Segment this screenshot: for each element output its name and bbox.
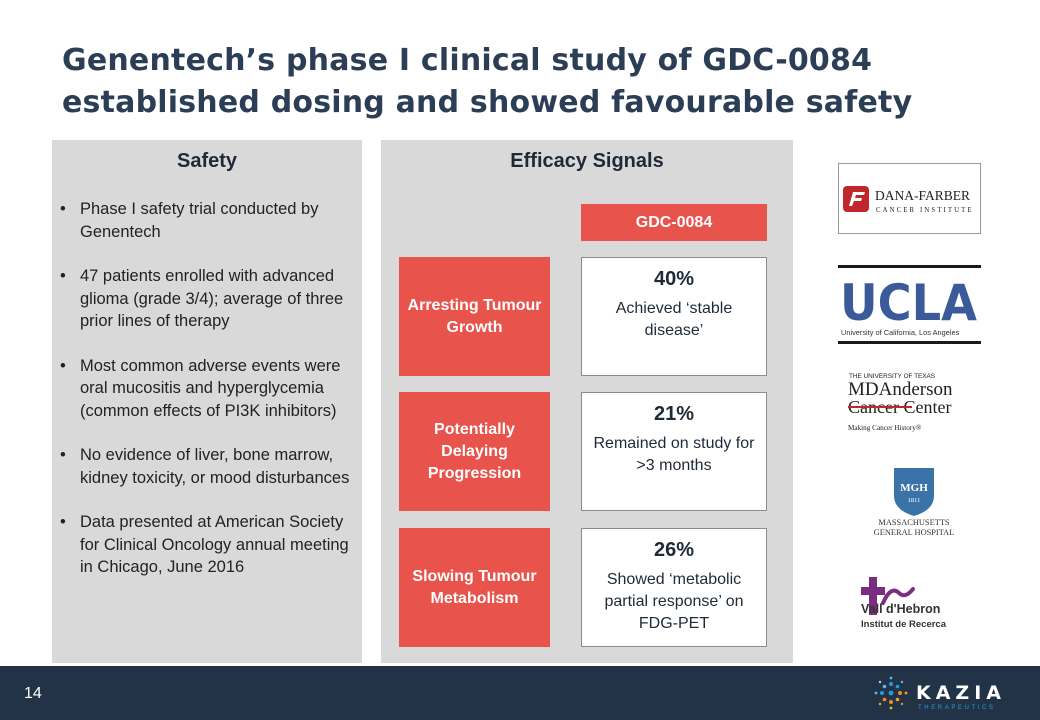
- safety-bullet: No evidence of liver, bone marrow, kidne…: [58, 444, 358, 489]
- mgh-logo: MGH 1811 MASSACHUSETTS GENERAL HOSPITAL: [862, 466, 966, 538]
- ucla-wordmark: UCLA: [840, 274, 977, 332]
- kazia-dots-icon: [874, 676, 908, 710]
- mgh-line1: MASSACHUSETTS: [878, 518, 950, 527]
- safety-panel: Safety Phase I safety trial conducted by…: [52, 140, 362, 663]
- slide-title: Genentech’s phase I clinical study of GD…: [62, 43, 913, 120]
- efficacy-result-box: 40% Achieved ‘stable disease’: [581, 257, 767, 376]
- efficacy-result-box: 21% Remained on study for >3 months: [581, 392, 767, 511]
- vall-hebron-cross-icon: [861, 577, 885, 615]
- mgh-seal-text: MGH: [900, 482, 928, 494]
- efficacy-percent: 40%: [653, 268, 695, 290]
- safety-heading: Safety: [176, 150, 238, 172]
- mgh-line2: GENERAL HOSPITAL: [874, 528, 955, 537]
- dana-farber-line1: DANA-FARBER: [875, 188, 970, 203]
- efficacy-result-box: 26% Showed ‘metabolic partial response’ …: [581, 528, 767, 647]
- efficacy-category-arresting: Arresting Tumour Growth: [399, 257, 550, 376]
- safety-bullet: Phase I safety trial conducted by Genent…: [58, 198, 358, 243]
- dana-farber-logo: DANA-FARBER CANCER INSTITUTE: [838, 163, 981, 234]
- efficacy-category-slowing: Slowing Tumour Metabolism: [399, 528, 550, 647]
- efficacy-category-delaying: Potentially Delaying Progression: [399, 392, 550, 511]
- efficacy-percent: 21%: [653, 403, 695, 425]
- footer-bar: 14 KAZIA THERAPEUTICS: [0, 666, 1040, 720]
- md-anderson-tagline: Making Cancer History®: [848, 424, 922, 432]
- efficacy-heading: Efficacy Signals: [510, 150, 664, 172]
- ucla-logo: UCLA University of California, Los Angel…: [838, 265, 981, 344]
- safety-bullet: Data presented at American Society for C…: [58, 511, 358, 579]
- efficacy-description: Achieved ‘stable disease’: [615, 300, 733, 339]
- kazia-logo: KAZIA THERAPEUTICS: [874, 676, 1006, 711]
- safety-bullet: 47 patients enrolled with advanced gliom…: [58, 265, 358, 333]
- safety-bullet: Most common adverse events were oral muc…: [58, 355, 358, 423]
- kazia-subtitle: THERAPEUTICS: [918, 705, 996, 711]
- mgh-year: 1811: [908, 497, 921, 504]
- md-anderson-logo: THE UNIVERSITY OF TEXAS MDAnderson Cance…: [848, 370, 978, 440]
- vall-hebron-line2: Institut de Recerca: [861, 619, 947, 630]
- vall-hebron-logo: Vall d'Hebron Institut de Recerca: [855, 575, 975, 633]
- drug-label-header: GDC-0084: [581, 204, 767, 241]
- efficacy-percent: 26%: [653, 539, 695, 561]
- page-number: 14: [24, 685, 42, 702]
- md-anderson-line1: THE UNIVERSITY OF TEXAS: [849, 373, 935, 380]
- kazia-wordmark: KAZIA: [916, 682, 1006, 704]
- efficacy-description: Remained on study for >3 months: [593, 435, 755, 474]
- efficacy-description: Showed ‘metabolic partial response’ on F…: [604, 571, 744, 632]
- vall-hebron-line1: Vall d'Hebron: [861, 602, 940, 616]
- safety-bullet-list: Phase I safety trial conducted by Genent…: [58, 198, 358, 601]
- dana-farber-line2: CANCER INSTITUTE: [876, 207, 974, 214]
- ucla-subtitle: University of California, Los Angeles: [841, 328, 960, 337]
- md-anderson-line2: MDAnderson: [848, 379, 953, 400]
- mgh-shield-icon: [894, 468, 934, 516]
